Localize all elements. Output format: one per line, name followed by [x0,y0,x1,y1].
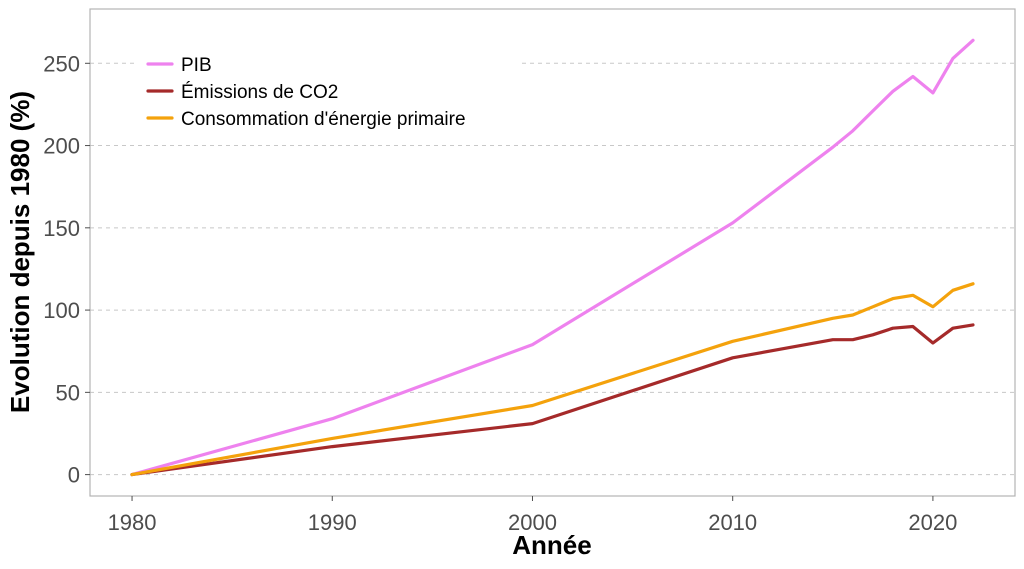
y-tick-label-150: 150 [43,216,80,241]
y-axis-title: Evolution depuis 1980 (%) [5,91,35,413]
y-tick-label-0: 0 [68,463,80,488]
series-lines [130,38,975,477]
legend-background [138,42,522,142]
legend-label-2: Émissions de CO2 [181,82,338,103]
x-axis-title: Année [512,530,591,560]
x-tick-label-1990: 1990 [308,510,357,535]
y-tick-label-50: 50 [56,380,80,405]
legend-label-3: Consommation d'énergie primaire [181,109,466,130]
x-tick-label-2000: 2000 [508,510,557,535]
series-line-1 [130,38,975,477]
x-tick-label-2020: 2020 [908,510,957,535]
y-axis-ticks: 0 50 100 150 200 250 [43,51,90,488]
y-tick-label-200: 200 [43,134,80,159]
legend-label-1: PIB [181,55,212,76]
series-line-2 [130,323,975,477]
legend: PIB Émissions de CO2 Consommation d'énergi… [146,55,466,130]
y-tick-label-100: 100 [43,298,80,323]
x-axis-ticks: 1980 1990 2000 2010 2020 [108,496,957,535]
x-tick-label-2010: 2010 [708,510,757,535]
x-tick-label-1980: 1980 [108,510,157,535]
series-line-3 [130,282,975,477]
y-tick-label-250: 250 [43,51,80,76]
plot-frame [89,8,1016,497]
